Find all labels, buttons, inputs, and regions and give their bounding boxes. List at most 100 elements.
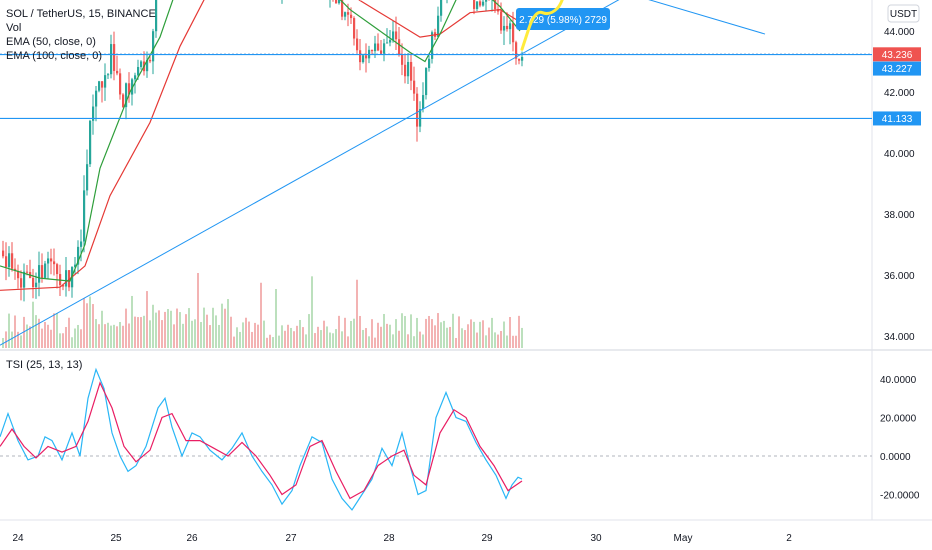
candle-body (35, 282, 38, 288)
candle-body (521, 56, 524, 61)
tsi-legend[interactable]: TSI (25, 13, 13) (6, 359, 83, 371)
volume-bar (50, 329, 52, 348)
candle-body (80, 241, 83, 247)
volume-bar (431, 319, 433, 348)
volume-bar (356, 279, 358, 348)
volume-bar (416, 317, 418, 348)
volume-bar (353, 318, 355, 348)
legend-volume[interactable]: Vol (6, 22, 22, 34)
candle-body (125, 83, 128, 108)
volume-bar (494, 332, 496, 348)
price-label-box (873, 61, 921, 76)
price-tick-label: 36.000 (884, 271, 915, 282)
candle-body (515, 42, 518, 59)
volume-bar (242, 322, 244, 348)
candle-body (335, 0, 338, 4)
candle-body (509, 23, 512, 30)
symbol-title[interactable]: SOL / TetherUS, 15, BINANCE (6, 8, 156, 20)
volume-bar (365, 328, 367, 348)
candle-body (83, 190, 86, 242)
candle-body (344, 12, 347, 17)
volume-bar (290, 327, 292, 348)
volume-bar (476, 332, 478, 348)
volume-bar (122, 325, 124, 348)
candle-body (374, 43, 377, 52)
volume-bar (449, 326, 451, 348)
volume-bar (173, 324, 175, 348)
ema50-line (0, 0, 521, 282)
candle-body (383, 43, 386, 54)
volume-bar (509, 317, 511, 348)
volume-bar (92, 304, 94, 348)
volume-bar (278, 335, 280, 348)
volume-bar (266, 337, 268, 348)
candle-body (101, 81, 104, 88)
volume-bar (374, 337, 376, 348)
volume-bar (35, 315, 37, 348)
candle-body (422, 95, 425, 110)
volume-bar (161, 320, 163, 348)
volume-bar (437, 313, 439, 348)
candle-body (380, 50, 383, 54)
volume-bar (32, 301, 34, 348)
volume-bar (401, 313, 403, 348)
candle-body (155, 0, 158, 32)
volume-bar (464, 330, 466, 348)
tsi-tick-label: -20.0000 (880, 491, 920, 502)
volume-bar (221, 303, 223, 348)
volume-bar (344, 317, 346, 348)
candle-body (377, 43, 380, 51)
volume-bar (419, 331, 421, 348)
volume-bar (167, 309, 169, 348)
time-tick-label: 2 (786, 533, 792, 544)
chart-legend: SOL / TetherUS, 15, BINANCE Vol EMA (50,… (6, 7, 156, 63)
volume-bar (248, 321, 250, 348)
candle-body (401, 54, 404, 65)
volume-bar (185, 314, 187, 348)
volume-bar (227, 299, 229, 348)
volume-bar (86, 303, 88, 348)
candle-body (476, 1, 479, 9)
legend-ema50[interactable]: EMA (50, close, 0) (6, 36, 96, 48)
volume-bar (512, 335, 514, 348)
volume-bar (341, 331, 343, 348)
candle-body (365, 55, 368, 59)
volume-bar (251, 331, 253, 348)
measure-label: 2.729 (5.98%) 2729 (519, 15, 607, 26)
volume-bar (491, 317, 493, 348)
volume-bar (5, 331, 7, 348)
volume-bar (314, 333, 316, 348)
volume-bar (179, 312, 181, 348)
volume-bar (293, 331, 295, 348)
legend-ema100[interactable]: EMA (100, close, 0) (6, 50, 102, 62)
volume-bar (95, 319, 97, 348)
volume-bar (413, 336, 415, 348)
candle-body (110, 44, 113, 75)
candle-body (17, 270, 20, 279)
candle-body (14, 268, 17, 271)
volume-bar (263, 320, 265, 348)
volume-bar (320, 330, 322, 348)
price-tick-label: 34.000 (884, 332, 915, 343)
tsi-pane (0, 367, 872, 511)
candle-body (431, 32, 434, 59)
volume-bar (380, 326, 382, 348)
candle-body (482, 1, 485, 6)
volume-bar (74, 328, 76, 348)
candle-body (44, 263, 47, 278)
volume-bar (440, 322, 442, 348)
candle-body (8, 253, 11, 268)
volume-bar (11, 331, 13, 348)
candle-body (50, 258, 53, 262)
volume-bar (128, 323, 130, 348)
candle-body (485, 0, 488, 2)
volume-bar (479, 321, 481, 348)
volume-bar (68, 317, 70, 348)
ema100-line (0, 0, 521, 291)
volume-bar (107, 322, 109, 348)
volume-bar (311, 276, 313, 348)
volume-bar (125, 308, 127, 348)
candle-body (32, 277, 35, 288)
candle-body (62, 285, 65, 287)
